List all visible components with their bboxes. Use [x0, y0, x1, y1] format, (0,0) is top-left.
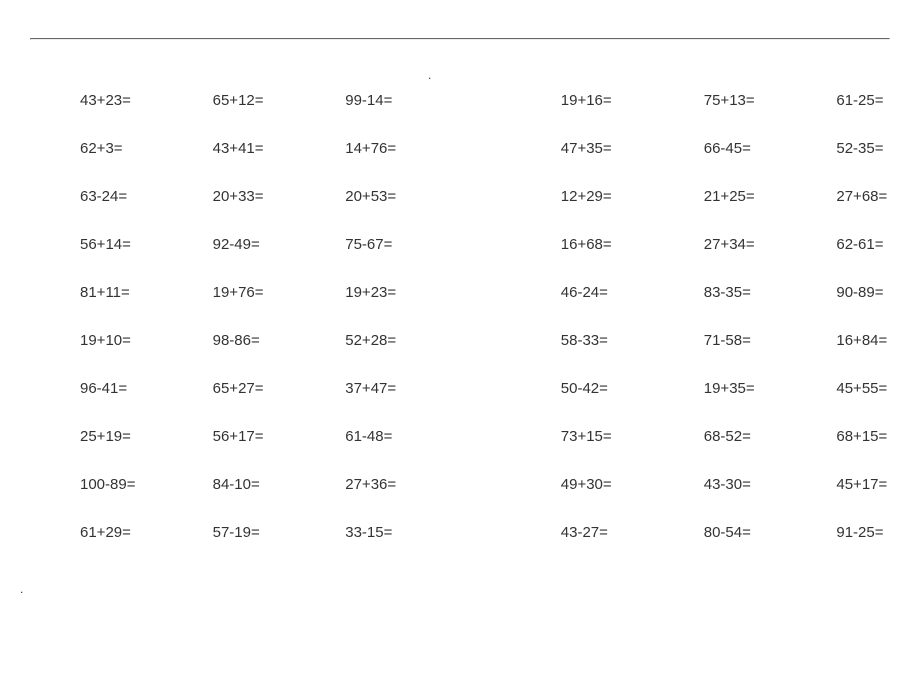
table-cell: 43-30=	[704, 476, 837, 524]
table-cell: 91-25=	[836, 524, 920, 572]
table-row: 96-41= 65+27= 37+47= 50-42= 19+35= 45+55…	[80, 380, 920, 428]
table-cell: 20+33=	[213, 188, 346, 236]
table-cell: 21+25=	[704, 188, 837, 236]
table-row: 19+10= 98-86= 52+28= 58-33= 71-58= 16+84…	[80, 332, 920, 380]
table-cell: 56+14=	[80, 236, 213, 284]
table-cell: 45+55=	[836, 380, 920, 428]
table-cell: 46-24=	[561, 284, 704, 332]
table-cell: 16+84=	[836, 332, 920, 380]
table-cell: 73+15=	[561, 428, 704, 476]
table-cell: 62-61=	[836, 236, 920, 284]
table-cell: 61-48=	[345, 428, 561, 476]
table-cell: 96-41=	[80, 380, 213, 428]
table-cell: 19+76=	[213, 284, 346, 332]
table-cell: 25+19=	[80, 428, 213, 476]
table-cell: 81+11=	[80, 284, 213, 332]
table-cell: 19+35=	[704, 380, 837, 428]
table-cell: 75+13=	[704, 92, 837, 140]
table-row: 63-24= 20+33= 20+53= 12+29= 21+25= 27+68…	[80, 188, 920, 236]
top-rule	[30, 38, 890, 40]
table-cell: 49+30=	[561, 476, 704, 524]
table-cell: 58-33=	[561, 332, 704, 380]
table-cell: 68-52=	[704, 428, 837, 476]
table-cell: 98-86=	[213, 332, 346, 380]
table-cell: 14+76=	[345, 140, 561, 188]
bottom-dot: .	[20, 582, 890, 596]
table-cell: 62+3=	[80, 140, 213, 188]
table-cell: 100-89=	[80, 476, 213, 524]
table-cell: 63-24=	[80, 188, 213, 236]
table-row: 56+14= 92-49= 75-67= 16+68= 27+34= 62-61…	[80, 236, 920, 284]
table-cell: 68+15=	[836, 428, 920, 476]
table-cell: 37+47=	[345, 380, 561, 428]
table-row: 61+29= 57-19= 33-15= 43-27= 80-54= 91-25…	[80, 524, 920, 572]
table-cell: 45+17=	[836, 476, 920, 524]
table-cell: 43+41=	[213, 140, 346, 188]
table-cell: 19+23=	[345, 284, 561, 332]
table-body: 43+23= 65+12= 99-14= 19+16= 75+13= 61-25…	[80, 92, 920, 572]
table-cell: 52-35=	[836, 140, 920, 188]
table-cell: 52+28=	[345, 332, 561, 380]
table-cell: 90-89=	[836, 284, 920, 332]
table-row: 25+19= 56+17= 61-48= 73+15= 68-52= 68+15…	[80, 428, 920, 476]
table-cell: 99-14=	[345, 92, 561, 140]
top-dot: .	[428, 68, 431, 82]
table-cell: 71-58=	[704, 332, 837, 380]
table-cell: 61+29=	[80, 524, 213, 572]
table-cell: 57-19=	[213, 524, 346, 572]
table-cell: 43-27=	[561, 524, 704, 572]
table-cell: 50-42=	[561, 380, 704, 428]
table-cell: 92-49=	[213, 236, 346, 284]
table-cell: 43+23=	[80, 92, 213, 140]
table-row: 100-89= 84-10= 27+36= 49+30= 43-30= 45+1…	[80, 476, 920, 524]
worksheet-table: 43+23= 65+12= 99-14= 19+16= 75+13= 61-25…	[80, 92, 920, 572]
table-cell: 20+53=	[345, 188, 561, 236]
table-cell: 19+16=	[561, 92, 704, 140]
table-cell: 75-67=	[345, 236, 561, 284]
table-cell: 56+17=	[213, 428, 346, 476]
table-cell: 80-54=	[704, 524, 837, 572]
table-cell: 65+12=	[213, 92, 346, 140]
table-cell: 61-25=	[836, 92, 920, 140]
table-cell: 27+34=	[704, 236, 837, 284]
table-cell: 27+68=	[836, 188, 920, 236]
table-cell: 65+27=	[213, 380, 346, 428]
table-cell: 84-10=	[213, 476, 346, 524]
table-cell: 66-45=	[704, 140, 837, 188]
table-cell: 83-35=	[704, 284, 837, 332]
table-cell: 19+10=	[80, 332, 213, 380]
table-cell: 12+29=	[561, 188, 704, 236]
table-cell: 27+36=	[345, 476, 561, 524]
table-row: 62+3= 43+41= 14+76= 47+35= 66-45= 52-35=	[80, 140, 920, 188]
table-cell: 16+68=	[561, 236, 704, 284]
table-cell: 33-15=	[345, 524, 561, 572]
table-row: 81+11= 19+76= 19+23= 46-24= 83-35= 90-89…	[80, 284, 920, 332]
table-cell: 47+35=	[561, 140, 704, 188]
table-row: 43+23= 65+12= 99-14= 19+16= 75+13= 61-25…	[80, 92, 920, 140]
